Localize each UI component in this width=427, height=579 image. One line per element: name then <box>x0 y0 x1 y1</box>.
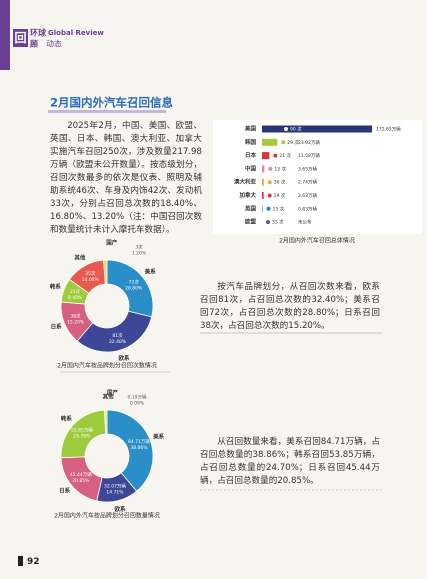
count-label: 33 次 <box>272 219 284 226</box>
slice-value: 3次 <box>135 244 143 251</box>
bar <box>262 152 270 160</box>
count-dot <box>281 140 286 145</box>
slice-value: 84.71万辆 <box>128 438 150 445</box>
bar-category: 中国 <box>245 164 257 172</box>
section: 动态 <box>46 39 62 49</box>
bar-category: 韩国 <box>245 138 257 146</box>
donut-slice <box>76 310 153 353</box>
bar-category: 美国 <box>245 125 257 133</box>
bar <box>262 165 265 173</box>
brand-top: 环球 <box>30 28 47 38</box>
slice-value: 32.07万辆 <box>104 483 126 490</box>
chart-caption: 2月国内汽车按品牌划分召回次数情况 <box>57 362 157 370</box>
slice-category: 韩系 <box>50 283 62 291</box>
slice-value: 81次 <box>112 332 123 339</box>
brand-en: Global Review <box>48 29 104 37</box>
slice-category: 美系 <box>145 268 157 276</box>
count-dot <box>267 180 272 185</box>
bar <box>262 192 264 199</box>
logo-box <box>13 29 28 47</box>
page-marker <box>18 556 23 566</box>
chart-caption: 2月国内外汽车按品牌划分召回数量情况 <box>54 512 160 520</box>
count-dot <box>266 206 271 211</box>
count-dot <box>267 193 272 198</box>
slice-category: 国产 <box>106 239 118 247</box>
logo: 回 <box>14 31 26 45</box>
count-dot <box>273 153 278 158</box>
bar <box>262 178 264 186</box>
page-number: 92 <box>27 557 40 567</box>
paragraph: 2025年2月，中国、美国、欧盟、英国、日本、韩国、澳大利亚、加拿大实施汽车召回… <box>50 121 202 235</box>
count-dot <box>266 220 270 225</box>
bar <box>262 138 278 146</box>
slice-value: 72次 <box>129 278 140 285</box>
value-label: 11.58万辆 <box>298 152 320 159</box>
count-label: 19 次 <box>274 192 286 199</box>
value-label: 2.63万辆 <box>298 192 318 199</box>
bar-category: 英国 <box>245 204 257 212</box>
title-underline <box>48 110 166 113</box>
article-title: 2月国内外汽车召回信息 <box>50 96 174 110</box>
slice-category: 欧系 <box>118 354 130 362</box>
bar-category: 欧盟 <box>245 218 257 226</box>
slice-category: 其他 <box>74 254 86 262</box>
count-label: 90 次 <box>290 126 302 133</box>
bar-category: 澳大利亚 <box>234 178 257 186</box>
bar <box>262 205 263 213</box>
value-label: 0.83万辆 <box>298 205 318 212</box>
slice-value: 38次 <box>70 312 81 319</box>
slice-value: 21次 <box>70 288 81 295</box>
slice-percent: 20.85% <box>72 478 90 484</box>
slice-value: 0.19万辆 <box>127 394 147 401</box>
slice-category: 日系 <box>51 322 63 330</box>
count-label: 29 次 <box>287 139 299 146</box>
donut-slice <box>103 259 108 285</box>
donut-slice <box>104 409 108 435</box>
slice-category: 美系 <box>153 433 165 441</box>
count-label: 13 次 <box>274 165 286 172</box>
bar-category: 日本 <box>245 151 257 159</box>
slice-category: 欧系 <box>114 505 126 513</box>
value-label: 23.92万辆 <box>298 139 320 146</box>
value-label: 未公布 <box>298 219 312 226</box>
count-label: 15 次 <box>273 205 285 212</box>
slice-value: 53.85万辆 <box>71 427 93 434</box>
paragraph: 按汽车品牌划分，从召回次数来看，欧系召回81次，占召回总次数的32.40%；美系… <box>200 282 380 331</box>
slice-category: 其他 <box>103 393 115 401</box>
slice-percent: 14.71% <box>106 490 124 496</box>
slice-percent: 24.70% <box>73 434 91 440</box>
paragraph: 从召回数量来看，美系召回84.71万辆，占召回总数量的38.86%；韩系召回53… <box>200 437 380 486</box>
slice-category: 国产 <box>107 389 119 397</box>
slice-value: 35次 <box>85 270 96 277</box>
slice-percent: 28.80% <box>125 285 143 291</box>
slice-category: 韩系 <box>61 414 73 422</box>
brand-bottom: 顾 <box>30 40 38 49</box>
slice-percent: 0.09% <box>130 401 145 407</box>
value-label: 2.74万辆 <box>298 179 318 186</box>
slice-percent: 1.20% <box>132 251 147 257</box>
count-dot <box>284 127 288 131</box>
chart-caption: 2月国内外汽车召回总体情况 <box>279 237 355 245</box>
side-band <box>0 0 10 70</box>
slice-percent: 32.40% <box>109 339 127 345</box>
count-dot <box>268 166 273 171</box>
value-label: 172.65万辆 <box>376 126 401 133</box>
slice-percent: 38.86% <box>130 445 148 451</box>
count-label: 30 次 <box>274 179 286 186</box>
donut-slice <box>106 409 154 492</box>
bar-panel <box>213 120 422 234</box>
value-label: 3.65万辆 <box>298 165 318 172</box>
slice-percent: 15.20% <box>67 319 85 325</box>
slice-percent: 8.40% <box>68 295 83 301</box>
slice-value: 45.44万辆 <box>70 471 92 478</box>
bar <box>262 125 372 133</box>
bar-category: 加拿大 <box>238 191 256 199</box>
slice-percent: 14.00% <box>82 277 100 283</box>
slice-category: 日系 <box>59 487 71 495</box>
count-label: 21 次 <box>279 152 291 159</box>
